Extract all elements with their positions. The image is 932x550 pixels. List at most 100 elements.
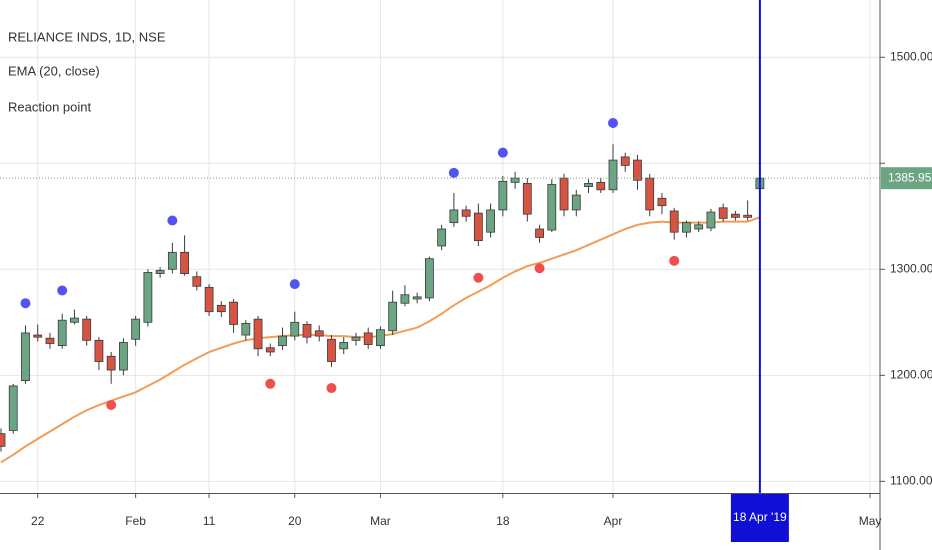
candle-body bbox=[351, 336, 361, 341]
reaction-point bbox=[265, 378, 276, 389]
y-tick-label: 1100.00 bbox=[890, 474, 932, 488]
candle-body bbox=[180, 251, 190, 274]
candle-body bbox=[70, 317, 79, 323]
candle-body bbox=[510, 177, 520, 183]
candle-body bbox=[82, 318, 92, 341]
y-tick-label: 1300.00 bbox=[890, 261, 932, 275]
candle-body bbox=[424, 258, 434, 299]
candle-body bbox=[461, 209, 471, 217]
candle-body bbox=[584, 183, 593, 187]
reaction-point bbox=[448, 167, 459, 178]
candle-body bbox=[167, 251, 177, 270]
candle-body bbox=[731, 213, 740, 218]
chart-title: RELIANCE INDS, 1D, NSE bbox=[8, 29, 166, 44]
y-tick-label: 1200.00 bbox=[890, 367, 932, 381]
last-price-label: 1385.95 bbox=[888, 170, 932, 184]
candle-body bbox=[400, 294, 410, 304]
candle-body bbox=[547, 184, 557, 231]
candle-body bbox=[669, 210, 679, 233]
crosshair-label: 18 Apr '19 bbox=[733, 510, 787, 524]
x-tick-label: Mar bbox=[370, 514, 391, 528]
candle-body bbox=[633, 159, 642, 181]
reaction-point bbox=[289, 279, 300, 290]
candle-body bbox=[57, 319, 67, 347]
x-tick-label: 22 bbox=[31, 514, 45, 528]
candle-body bbox=[657, 197, 667, 207]
candle-body bbox=[94, 339, 104, 362]
candle-body bbox=[473, 212, 483, 242]
x-tick-label: 18 bbox=[496, 514, 510, 528]
candle-body bbox=[278, 335, 287, 347]
plot bbox=[0, 0, 880, 493]
candle-body bbox=[522, 183, 532, 215]
axes: 1100.00 1200.00 1300.00 1500.00 22 Feb 11 20 Mar… bbox=[31, 49, 932, 542]
candle-body bbox=[302, 324, 312, 338]
legend-entry: EMA (20, close) bbox=[8, 63, 100, 78]
x-tick-label: 11 bbox=[203, 514, 216, 528]
candle-body bbox=[694, 224, 704, 230]
candle-body bbox=[559, 177, 569, 211]
candle-body bbox=[192, 276, 202, 287]
legend: RELIANCE INDS, 1D, NSE EMA (20, close) R… bbox=[8, 29, 166, 114]
candle-body bbox=[339, 342, 349, 350]
candle-body bbox=[314, 330, 324, 337]
candle-body bbox=[155, 269, 165, 274]
x-tick-label: 20 bbox=[288, 514, 302, 528]
candle-body bbox=[682, 222, 691, 233]
candle-body bbox=[253, 318, 263, 350]
candle-body bbox=[8, 385, 18, 431]
candle-body bbox=[596, 181, 606, 191]
candle-body bbox=[376, 329, 385, 347]
reaction-point bbox=[534, 263, 545, 274]
reaction-point bbox=[20, 298, 31, 309]
candle-body bbox=[33, 334, 43, 338]
reaction-point bbox=[473, 272, 484, 283]
reaction-point bbox=[497, 147, 508, 158]
reaction-point bbox=[106, 400, 117, 411]
candle-body bbox=[535, 228, 544, 238]
candle-body bbox=[449, 209, 459, 224]
candle-body bbox=[498, 180, 508, 211]
candle-body bbox=[265, 347, 275, 353]
y-tick-label: 1500.00 bbox=[890, 49, 932, 63]
candle-body bbox=[743, 214, 753, 218]
last-price-box bbox=[881, 167, 932, 190]
candle-body bbox=[21, 332, 30, 382]
reaction-point bbox=[167, 215, 178, 226]
candle-body bbox=[119, 342, 128, 371]
candle-body bbox=[216, 304, 226, 313]
candle-body bbox=[0, 433, 6, 447]
x-tick-label: May bbox=[859, 514, 882, 528]
x-tick-label: Apr bbox=[604, 514, 623, 528]
candle-body bbox=[645, 177, 655, 211]
reaction-point bbox=[608, 117, 618, 128]
candle-body bbox=[620, 156, 630, 166]
candle-body bbox=[437, 228, 447, 247]
x-tick-label: Feb bbox=[125, 514, 146, 528]
candle-body bbox=[486, 209, 496, 233]
candle-body bbox=[143, 272, 153, 323]
candle-body bbox=[45, 337, 55, 344]
grid bbox=[0, 0, 880, 493]
candle-body bbox=[608, 159, 618, 191]
candle-body bbox=[229, 301, 238, 325]
candle-body bbox=[241, 322, 251, 336]
candle-body bbox=[131, 318, 141, 340]
candle-body bbox=[718, 207, 728, 219]
reaction-point bbox=[326, 383, 337, 394]
candle-body bbox=[363, 332, 373, 345]
candle-body bbox=[706, 211, 716, 229]
legend-entry: Reaction point bbox=[8, 99, 91, 114]
crosshair-label-box bbox=[730, 494, 789, 542]
candle-body bbox=[412, 296, 422, 300]
candle-body bbox=[204, 286, 214, 313]
reaction-point bbox=[57, 285, 68, 296]
reaction-point bbox=[669, 255, 680, 266]
candle-body bbox=[106, 355, 116, 371]
candle-body bbox=[290, 321, 300, 337]
candle-body bbox=[388, 301, 398, 332]
candle-body bbox=[571, 194, 581, 211]
